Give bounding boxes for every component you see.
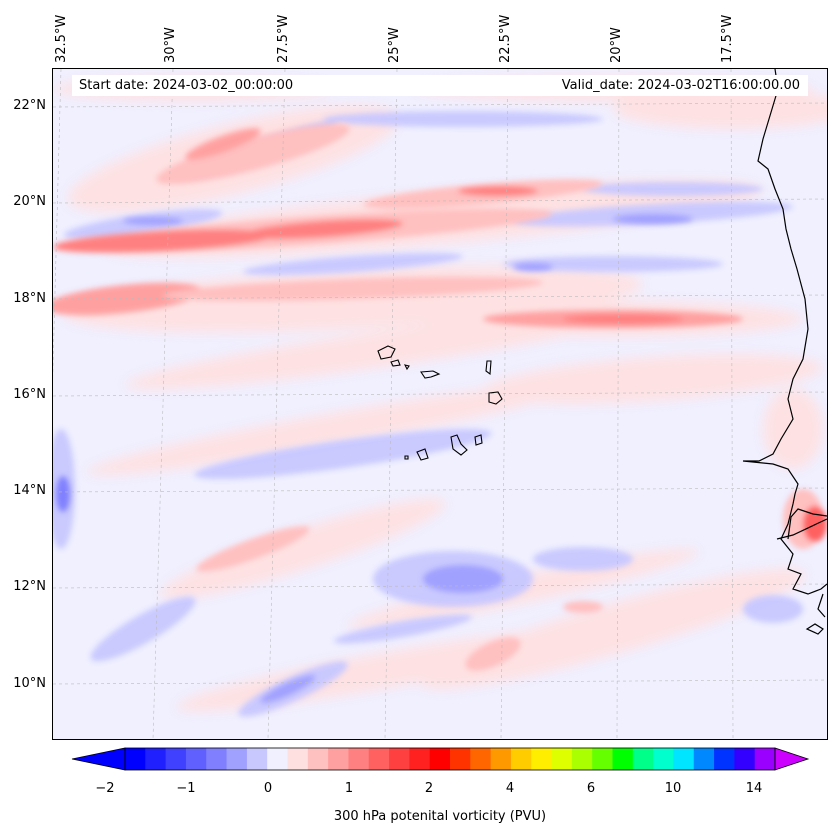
colorbar-cell [734,748,756,770]
lon-label-25w: 25°W [387,27,402,63]
colorbar-cell [632,748,654,770]
graticule [53,69,827,739]
colorbar-cell [307,748,329,770]
colorbar-cell [551,748,573,770]
lat-label-12n: 12°N [13,579,46,594]
colorbar-cell [592,748,613,770]
colorbar-cell [246,748,268,770]
colorbar [71,747,810,771]
colorbar-cell [185,748,207,770]
colorbar-cell [653,748,674,770]
colorbar-cell [145,748,167,770]
colorbar-cell [571,748,593,770]
header-background [72,75,808,96]
lon-label-22-5w: 22.5°W [498,14,513,63]
colorbar-tick: −2 [95,781,115,796]
lon-label-20w: 20°W [609,27,624,63]
colorbar-cell [348,748,370,770]
lat-label-14n: 14°N [13,483,46,498]
colorbar-cell [531,748,553,770]
colorbar-cell [267,748,288,770]
colorbar-cell [165,748,187,770]
lat-label-20n: 20°N [13,194,46,209]
colorbar-high-extend [774,747,810,771]
colorbar-tick: 6 [586,781,596,796]
colorbar-cell [125,748,146,770]
valid-date-label: Valid_date: 2024-03-02T16:00:00.00 [561,78,800,93]
lat-label-10n: 10°N [13,676,46,691]
colorbar-tick: 2 [424,781,434,796]
colorbar-cell [673,748,695,770]
colorbar-cell [490,748,512,770]
coastline [742,69,827,635]
colorbar-tick: 1 [344,781,354,796]
colorbar-cell [226,748,248,770]
pv-contour-fill [53,77,827,717]
colorbar-cell [510,748,532,770]
lon-label-27-5w: 27.5°W [276,14,291,63]
lat-label-16n: 16°N [13,387,46,402]
colorbar-low-extend [71,747,126,771]
colorbar-tick: 10 [664,781,682,796]
colorbar-cell [429,748,451,770]
islands [377,345,503,461]
start-date-label: Start date: 2024-03-02_00:00:00 [79,78,294,93]
colorbar-cell [206,748,228,770]
colorbar-cell [714,748,735,770]
colorbar-cell [450,748,471,770]
colorbar-cell [612,748,634,770]
map-panel [52,68,828,740]
colorbar-cell [389,748,410,770]
lon-label-30w: 30°W [163,27,178,63]
colorbar-cell [328,748,349,770]
colorbar-cell [693,748,715,770]
lat-label-22n: 22°N [13,98,46,113]
lon-label-17-5w: 17.5°W [720,14,735,63]
colorbar-cell [409,748,431,770]
colorbar-cell [470,748,492,770]
colorbar-cell [287,748,309,770]
potential-vorticity-map [53,69,827,739]
colorbar-cell [368,748,390,770]
colorbar-tick: 0 [263,781,273,796]
colorbar-tick: 4 [505,781,515,796]
lon-label-32-5w: 32.5°W [54,14,69,63]
colorbar-cell [754,748,776,770]
lat-label-18n: 18°N [13,291,46,306]
colorbar-label: 300 hPa potenital vorticity (PVU) [333,809,547,824]
colorbar-tick: 14 [745,781,763,796]
colorbar-tick: −1 [176,781,196,796]
